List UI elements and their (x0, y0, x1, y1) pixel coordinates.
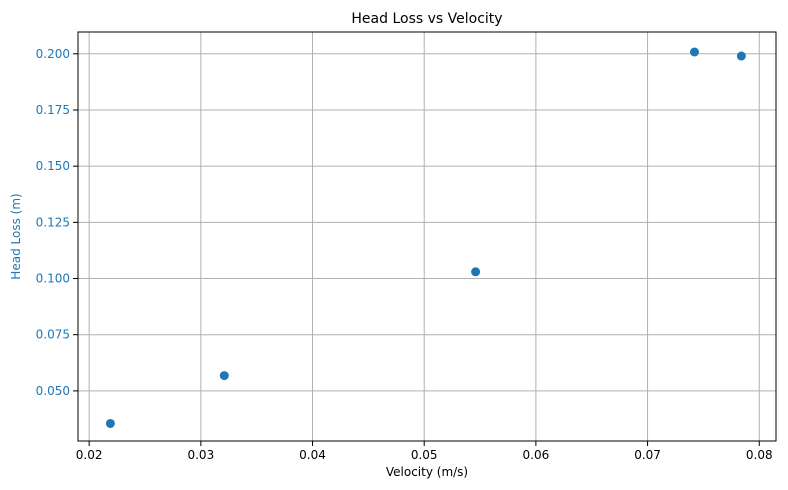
data-point (736, 51, 746, 61)
y-axis-label: Head Loss (m) (9, 193, 23, 279)
x-axis-ticks: 0.02 0.03 0.04 0.05 0.06 0.07 0.08 (76, 441, 773, 462)
x-tick-label: 0.04 (299, 448, 326, 462)
data-point (689, 47, 699, 57)
plot-frame (77, 31, 777, 442)
data-point (219, 371, 229, 381)
chart-title: Head Loss vs Velocity (351, 11, 502, 27)
y-tick-label: 0.075 (36, 328, 70, 342)
y-tick-label: 0.150 (36, 159, 70, 173)
data-point (471, 267, 481, 277)
x-tick-label: 0.06 (523, 448, 550, 462)
data-point (105, 418, 115, 428)
x-tick-label: 0.02 (76, 448, 103, 462)
x-axis-label: Velocity (m/s) (386, 465, 468, 479)
grid (78, 32, 776, 441)
data-points (105, 47, 746, 428)
x-tick-label: 0.05 (411, 448, 438, 462)
y-tick-label: 0.100 (36, 272, 70, 286)
y-tick-label: 0.125 (36, 215, 70, 229)
y-tick-label: 0.200 (36, 47, 70, 61)
y-tick-label: 0.175 (36, 103, 70, 117)
y-tick-label: 0.050 (36, 384, 70, 398)
x-tick-label: 0.08 (746, 448, 773, 462)
y-axis-ticks: 0.050 0.075 0.100 0.125 0.150 0.175 0.200 (36, 47, 78, 398)
x-tick-label: 0.07 (634, 448, 661, 462)
x-tick-label: 0.03 (187, 448, 214, 462)
